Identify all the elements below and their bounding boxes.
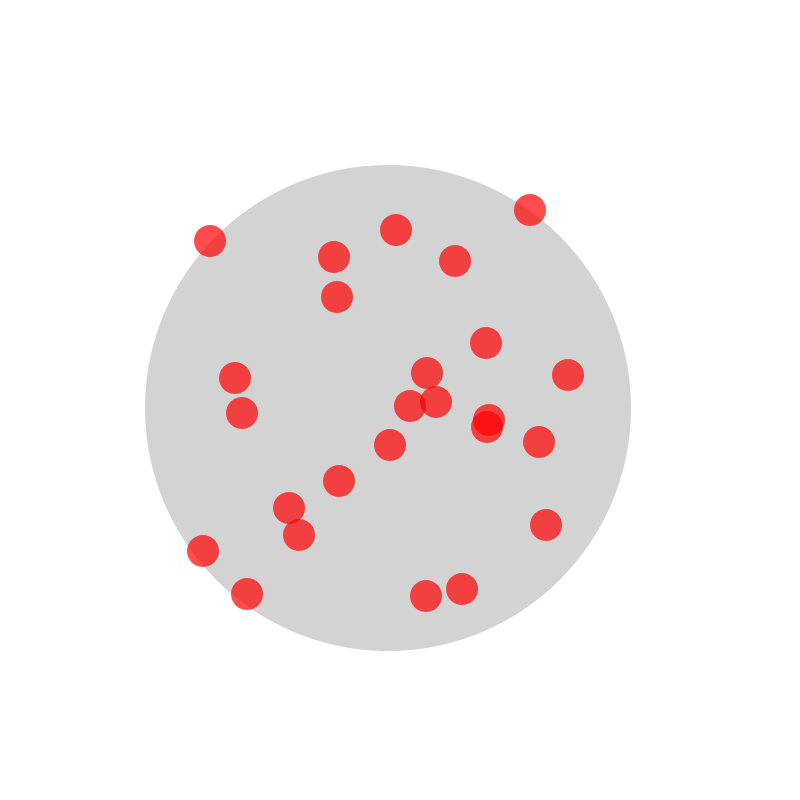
dot <box>411 357 443 389</box>
region-disc <box>145 165 631 651</box>
dot <box>187 535 219 567</box>
dot <box>552 359 584 391</box>
dot <box>446 573 478 605</box>
dot <box>523 426 555 458</box>
dot <box>226 397 258 429</box>
dot <box>323 465 355 497</box>
dot <box>394 390 426 422</box>
dot <box>380 214 412 246</box>
dot <box>420 386 452 418</box>
dot <box>470 327 502 359</box>
dot <box>439 245 471 277</box>
dot <box>374 429 406 461</box>
dot-group <box>187 194 584 612</box>
dot <box>273 492 305 524</box>
dot <box>410 580 442 612</box>
dot <box>318 241 350 273</box>
dot <box>471 411 503 443</box>
dot <box>219 362 251 394</box>
dot <box>283 519 315 551</box>
dot <box>231 578 263 610</box>
dot <box>514 194 546 226</box>
dot <box>321 281 353 313</box>
dot <box>194 225 226 257</box>
dot <box>530 509 562 541</box>
